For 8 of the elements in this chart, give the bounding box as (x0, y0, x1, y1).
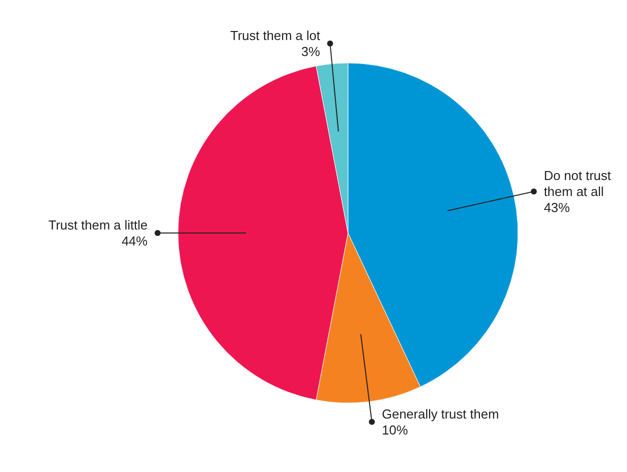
slice-label: Generally trust them (382, 406, 499, 422)
slice-label: Trust them a lot (230, 28, 320, 43)
data-label: 44% (122, 234, 148, 249)
slice-label: Do not trust them at all (544, 168, 612, 200)
data-label: 10% (382, 422, 408, 438)
data-label: 43% (544, 200, 570, 216)
data-label: 3% (301, 44, 321, 59)
slice-label: Trust them a little (48, 218, 148, 233)
